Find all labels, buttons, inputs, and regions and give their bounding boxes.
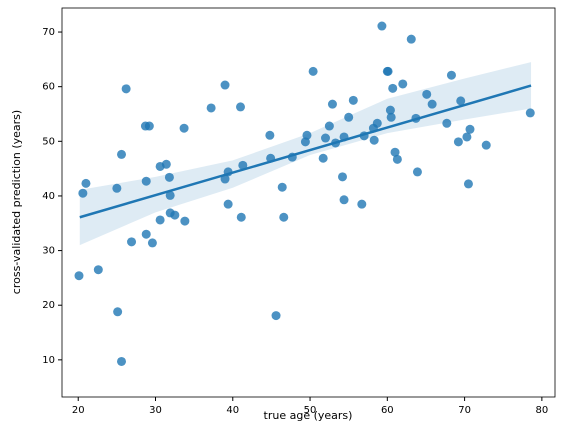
- point: [279, 212, 289, 222]
- point: [453, 137, 463, 147]
- point: [112, 183, 122, 193]
- x-axis-label: true age (years): [264, 409, 353, 422]
- point: [406, 34, 416, 44]
- y-tick-label: 20: [42, 300, 55, 311]
- x-tick-label: 80: [535, 405, 548, 416]
- point: [481, 140, 491, 150]
- point: [271, 311, 281, 321]
- point: [427, 99, 437, 109]
- point: [161, 159, 171, 169]
- point: [93, 265, 103, 275]
- point: [223, 199, 233, 209]
- point: [302, 130, 312, 140]
- y-axis-label: cross-validated prediction (years): [10, 110, 23, 294]
- point: [324, 121, 334, 131]
- point: [121, 84, 131, 94]
- point: [386, 112, 396, 122]
- point: [277, 182, 287, 192]
- point: [179, 123, 189, 133]
- x-tick-label: 70: [458, 405, 471, 416]
- point: [344, 112, 354, 122]
- point: [147, 238, 157, 248]
- point: [308, 66, 318, 76]
- point: [321, 133, 330, 143]
- point: [117, 149, 126, 159]
- point: [377, 21, 387, 31]
- point: [385, 105, 395, 115]
- x-tick-label: 40: [226, 405, 239, 416]
- point: [81, 178, 91, 188]
- y-tick-label: 50: [42, 136, 55, 147]
- point: [339, 195, 349, 205]
- point: [348, 95, 358, 105]
- point: [236, 102, 245, 112]
- y-tick-label: 40: [42, 191, 55, 202]
- point: [206, 103, 216, 113]
- point: [144, 121, 154, 131]
- point: [525, 108, 535, 118]
- point: [357, 199, 367, 209]
- point: [238, 160, 248, 170]
- point: [141, 176, 151, 186]
- point: [446, 70, 456, 80]
- point: [265, 130, 275, 140]
- point: [113, 307, 123, 317]
- point: [383, 66, 393, 76]
- plot-frame: [61, 7, 556, 398]
- point: [220, 80, 230, 90]
- point: [78, 188, 88, 198]
- y-tick-label: 30: [42, 246, 55, 257]
- point: [338, 172, 347, 182]
- point: [117, 356, 126, 366]
- point: [465, 124, 475, 134]
- point: [170, 210, 180, 220]
- point: [164, 172, 174, 182]
- confidence-band: [79, 62, 532, 246]
- point: [388, 83, 398, 93]
- point: [463, 179, 473, 189]
- y-tick-label: 10: [42, 355, 55, 366]
- y-tick-label: 70: [42, 27, 55, 38]
- point: [462, 132, 472, 142]
- point: [442, 118, 452, 128]
- x-tick-label: 60: [381, 405, 394, 416]
- point: [165, 190, 175, 200]
- x-tick-label: 30: [149, 405, 162, 416]
- point: [318, 153, 328, 163]
- y-tick-label: 60: [42, 82, 55, 93]
- regression-line: [79, 84, 532, 219]
- x-tick-label: 20: [72, 405, 85, 416]
- point: [398, 79, 408, 89]
- point: [369, 135, 379, 145]
- point: [74, 271, 84, 281]
- point: [155, 215, 165, 225]
- point: [180, 216, 190, 226]
- point: [422, 89, 432, 99]
- point: [390, 147, 400, 157]
- point: [412, 167, 422, 177]
- x-tick-label: 50: [304, 405, 317, 416]
- point: [127, 237, 137, 247]
- point: [141, 229, 151, 239]
- point: [372, 118, 382, 128]
- point: [236, 212, 246, 222]
- point: [327, 99, 337, 109]
- point: [456, 96, 466, 106]
- point: [392, 154, 402, 164]
